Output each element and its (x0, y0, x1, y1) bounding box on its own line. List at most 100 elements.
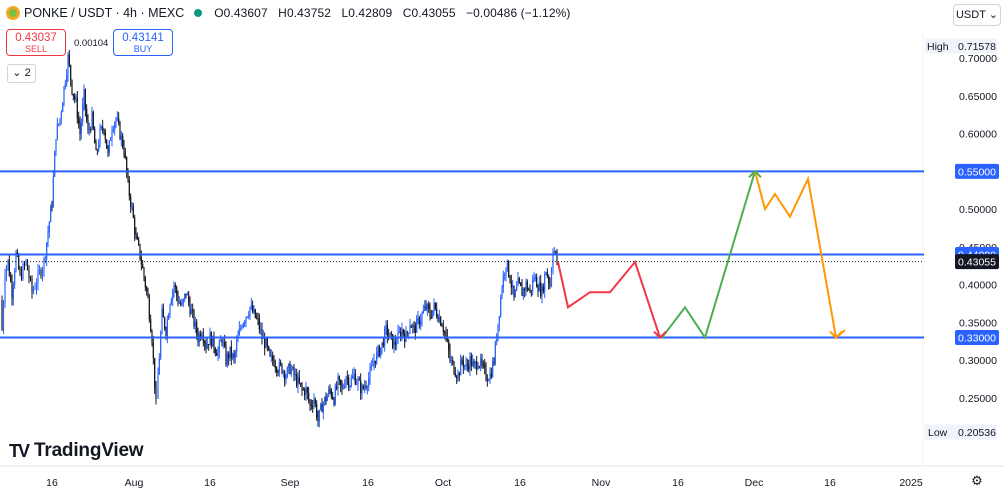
candle-body (282, 371, 284, 373)
candle-body (496, 339, 498, 342)
x-tick-label: 16 (204, 477, 216, 489)
settings-gear-icon[interactable]: ⚙ (971, 473, 983, 488)
candle-body (326, 395, 328, 401)
x-tick-label: Sep (281, 477, 300, 489)
candle-body (506, 260, 508, 268)
candle-body (298, 377, 300, 384)
candle-body (134, 217, 136, 235)
candle-body (280, 362, 282, 365)
candle-body (440, 317, 442, 326)
candle-body (356, 383, 358, 385)
candle-body (63, 86, 65, 104)
y-tick-label: 0.40000 (959, 280, 997, 292)
candle-body (122, 135, 124, 147)
candle-body (468, 365, 470, 370)
candle-body (289, 363, 291, 374)
candle-body (96, 149, 98, 151)
sell-button[interactable]: 0.43037 SELL (6, 29, 66, 56)
indicators-toggle-button[interactable]: ⌄ 2 (7, 64, 36, 83)
candle-body (509, 276, 511, 282)
projection-path-red[interactable] (557, 259, 661, 338)
low-value: L0.42809 (341, 6, 393, 20)
candle-body (337, 376, 339, 389)
tradingview-mark-icon: TV (9, 440, 30, 461)
candle-body (92, 111, 94, 129)
candle-body (301, 384, 303, 390)
candle-body (32, 289, 35, 293)
candle-body (486, 379, 488, 381)
candle-body (473, 361, 475, 364)
sell-price: 0.43037 (15, 32, 57, 44)
candle-body (50, 206, 52, 223)
candle-body (392, 334, 394, 348)
symbol-title[interactable]: PONKE / USDT · 4h · MEXC (24, 6, 185, 20)
candle-body (526, 281, 528, 290)
candle-body (94, 128, 96, 144)
candle-body (470, 356, 472, 367)
candle-body (104, 131, 106, 140)
candle-body (205, 343, 207, 349)
candle-body (273, 360, 275, 366)
candle-body (546, 272, 548, 277)
candle-body (268, 346, 270, 350)
candle-body (320, 404, 322, 410)
candle-body (212, 335, 214, 347)
candle-body (394, 341, 396, 345)
candle-body (324, 397, 326, 404)
candle-body (80, 122, 82, 135)
currency-select-button[interactable]: USDT ⌄ (953, 4, 1001, 26)
candle-body (76, 97, 78, 119)
candle-body (165, 328, 167, 337)
symbol-header[interactable]: PONKE / USDT · 4h · MEXC O0.43607 H0.437… (6, 4, 577, 22)
buy-button[interactable]: 0.43141 BUY (113, 29, 173, 56)
projection-path-green[interactable] (661, 171, 756, 340)
candle-body (34, 288, 36, 290)
candle-body (537, 287, 539, 292)
candle-body (542, 286, 544, 292)
candle-body (229, 346, 231, 359)
candle-body (514, 290, 516, 298)
spread-value: 0.00104 (74, 38, 109, 49)
candle-body (83, 89, 85, 105)
tradingview-logo[interactable]: TV TradingView (9, 440, 144, 462)
candle-body (126, 157, 128, 173)
candle-body (374, 360, 376, 364)
candle-body (457, 373, 459, 379)
candle-body (12, 284, 14, 299)
candle-body (190, 309, 192, 314)
candle-body (166, 319, 168, 337)
candle-body (246, 316, 248, 318)
candle-body (310, 404, 312, 406)
candle-body (260, 329, 262, 330)
candle-body (497, 323, 499, 340)
candle-body (172, 290, 174, 301)
candle-body (225, 346, 227, 365)
candle-body (445, 332, 447, 337)
high-value: 0.71578 (958, 41, 996, 53)
candle-body (296, 374, 298, 386)
candle-body (258, 318, 260, 330)
candle-body (222, 341, 224, 343)
candle-body (254, 309, 256, 318)
candle-body (505, 267, 507, 275)
candle-body (380, 347, 382, 356)
candle-body (333, 398, 335, 405)
candle-body (238, 328, 240, 336)
x-tick-label: Aug (125, 477, 144, 489)
candle-body (366, 386, 368, 388)
candle-body (474, 361, 476, 364)
low-label: Low (928, 427, 948, 439)
candle-body (313, 399, 315, 406)
tradingview-brand-text: TradingView (34, 440, 144, 461)
candle-body (64, 83, 66, 87)
candle-body (265, 338, 267, 349)
arrowhead-orange (829, 330, 843, 339)
candle-body (513, 285, 515, 298)
candle-body (464, 365, 466, 367)
high-tag (925, 38, 997, 54)
candle-body (480, 358, 482, 367)
candle-body (31, 278, 33, 293)
candle-body (208, 344, 210, 346)
candle-body (209, 332, 211, 346)
